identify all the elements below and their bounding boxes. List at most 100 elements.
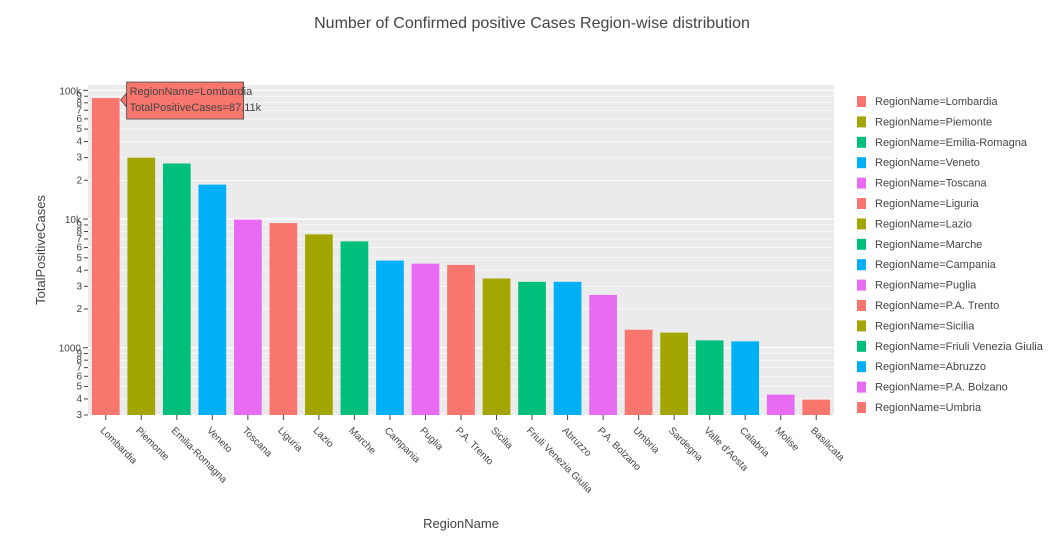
- x-tick-label: Sardegna: [666, 425, 705, 464]
- y-major-tick-label: 1000: [59, 344, 82, 355]
- legend-swatch[interactable]: [857, 402, 866, 413]
- chart-title: Number of Confirmed positive Cases Regio…: [314, 15, 750, 32]
- bars: [91, 98, 831, 416]
- legend-swatch[interactable]: [857, 157, 866, 169]
- legend-swatch[interactable]: [857, 320, 866, 332]
- legend-label[interactable]: RegionName=Sicilia: [875, 320, 975, 332]
- y-minor-tick-label: 9: [76, 220, 82, 231]
- bar[interactable]: [731, 341, 760, 415]
- legend-label[interactable]: RegionName=Abruzzo: [875, 361, 986, 373]
- y-minor-tick-label: 3: [76, 410, 82, 421]
- x-tick-label: Puglia: [417, 425, 445, 453]
- y-minor-tick-label: 6: [76, 243, 82, 254]
- y-minor-tick-label: 7: [76, 105, 82, 116]
- legend-label[interactable]: RegionName=Toscana: [875, 178, 987, 190]
- legend-label[interactable]: RegionName=Puglia: [875, 280, 977, 292]
- bar[interactable]: [589, 294, 617, 415]
- legend-swatch[interactable]: [857, 279, 866, 291]
- legend-label[interactable]: RegionName=Piemonte: [875, 116, 992, 128]
- legend-label[interactable]: RegionName=Emilia-Romagna: [875, 137, 1028, 149]
- y-minor-tick-label: 4: [76, 265, 82, 276]
- legend-swatch[interactable]: [857, 381, 866, 393]
- x-tick-label: Campania: [382, 425, 422, 465]
- y-minor-tick-label: 8: [76, 98, 82, 109]
- legend-label[interactable]: RegionName=Marche: [875, 239, 982, 251]
- y-minor-tick-label: 7: [76, 234, 82, 245]
- bar[interactable]: [447, 264, 475, 415]
- tooltip-line: RegionName=Lombardia: [130, 86, 253, 98]
- legend-label[interactable]: RegionName=Veneto: [875, 157, 980, 169]
- bar[interactable]: [695, 340, 724, 415]
- legend-label[interactable]: RegionName=Umbria: [875, 402, 982, 414]
- tooltip-box: [126, 81, 245, 120]
- y-minor-tick-label: 2: [76, 304, 82, 315]
- bar[interactable]: [127, 157, 156, 415]
- y-major-tick-label: 10k: [65, 215, 82, 226]
- legend-label[interactable]: RegionName=Campania: [875, 259, 997, 271]
- bar[interactable]: [624, 329, 653, 415]
- legend-swatch[interactable]: [857, 96, 866, 107]
- y-minor-tick-label: 5: [76, 253, 82, 264]
- y-major-tick-label: 100k: [59, 86, 82, 97]
- bar[interactable]: [518, 281, 546, 415]
- bar[interactable]: [802, 399, 831, 415]
- y-minor-tick-label: 4: [76, 394, 82, 405]
- y-minor-tick-label: 6: [76, 114, 82, 125]
- legend-swatch[interactable]: [857, 136, 866, 148]
- tooltip-line: TotalPositiveCases=87.11k: [130, 102, 262, 114]
- bar[interactable]: [91, 98, 120, 416]
- legend-label[interactable]: RegionName=Friuli Venezia Giulia: [875, 341, 1044, 353]
- legend-swatch[interactable]: [857, 116, 866, 128]
- y-minor-tick-label: 3: [76, 281, 82, 292]
- bar[interactable]: [553, 281, 582, 415]
- x-tick-label: Lazio: [311, 425, 336, 450]
- x-tick-label: Basilicata: [808, 425, 846, 463]
- bar[interactable]: [766, 394, 795, 415]
- x-tick-label: Friuli Venezia Giulia: [524, 425, 595, 496]
- x-tick-label: Umbria: [630, 425, 661, 456]
- legend-swatch[interactable]: [857, 259, 866, 271]
- legend-label[interactable]: RegionName=P.A. Trento: [875, 300, 999, 312]
- legend: RegionName=Lombardia RegionName=Piemonte R…: [857, 96, 1044, 414]
- legend-label[interactable]: RegionName=Lazio: [875, 218, 972, 230]
- legend-swatch[interactable]: [857, 361, 866, 373]
- legend-swatch[interactable]: [857, 218, 866, 230]
- bar[interactable]: [234, 219, 262, 415]
- y-minor-tick-label: 5: [76, 124, 82, 135]
- bar[interactable]: [305, 234, 333, 415]
- bar[interactable]: [660, 332, 688, 415]
- bar[interactable]: [269, 223, 298, 415]
- legend-swatch[interactable]: [857, 177, 866, 189]
- x-axis-title: RegionName: [423, 516, 499, 531]
- bar[interactable]: [482, 278, 511, 415]
- bar[interactable]: [198, 184, 227, 415]
- bar[interactable]: [340, 241, 369, 415]
- bar[interactable]: [162, 163, 191, 415]
- bar[interactable]: [411, 263, 440, 415]
- y-minor-tick-label: 6: [76, 371, 82, 382]
- y-minor-tick-label: 3: [76, 153, 82, 164]
- x-tick-label: Calabria: [737, 425, 771, 459]
- x-tick-label: Liguria: [275, 425, 304, 454]
- legend-swatch[interactable]: [857, 238, 866, 250]
- x-tick-label: Veneto: [204, 425, 234, 455]
- legend-swatch[interactable]: [857, 198, 866, 209]
- x-tick-label: Marche: [346, 425, 378, 457]
- y-minor-tick-label: 9: [76, 349, 82, 360]
- y-axis-title: TotalPositiveCases: [33, 195, 48, 305]
- legend-label[interactable]: RegionName=Liguria: [875, 198, 980, 210]
- y-minor-tick-label: 7: [76, 363, 82, 374]
- x-tick-label: Toscana: [240, 425, 274, 459]
- y-minor-tick-label: 8: [76, 226, 82, 237]
- legend-swatch[interactable]: [857, 300, 866, 311]
- y-minor-tick-label: 9: [76, 91, 82, 102]
- x-tick-label: Sicilia: [488, 425, 515, 452]
- legend-label[interactable]: RegionName=Lombardia: [875, 96, 998, 108]
- y-minor-tick-label: 2: [76, 175, 82, 186]
- legend-swatch[interactable]: [857, 340, 866, 352]
- bar[interactable]: [376, 260, 404, 415]
- legend-label[interactable]: RegionName=P.A. Bolzano: [875, 382, 1008, 394]
